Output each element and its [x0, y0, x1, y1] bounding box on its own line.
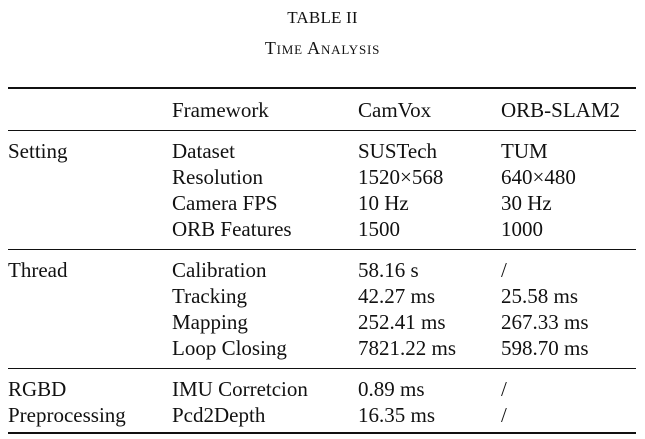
row-resolution-camvox: 1520×568 [358, 165, 444, 189]
row-pcd2depth-label: Pcd2Depth [172, 403, 266, 427]
group-label-preprocessing: Preprocessing [8, 403, 126, 427]
row-orb-features-label: ORB Features [172, 217, 292, 241]
row-imu-correction-orbslam2: / [501, 377, 507, 401]
row-calibration-label: Calibration [172, 258, 267, 282]
row-dataset-orbslam2: TUM [501, 139, 548, 163]
row-loop-closing-camvox: 7821.22 ms [358, 336, 457, 360]
group-label-thread: Thread [8, 258, 68, 282]
header-orbslam2: ORB-SLAM2 [501, 98, 621, 122]
row-mapping-label: Mapping [172, 310, 248, 334]
row-camera-fps-label: Camera FPS [172, 191, 278, 215]
row-imu-correction-label: IMU Corretcion [172, 377, 308, 401]
header-rule [8, 130, 636, 131]
row-camera-fps-orbslam2: 30 Hz [501, 191, 552, 215]
row-dataset-label: Dataset [172, 139, 235, 163]
row-mapping-camvox: 252.41 ms [358, 310, 446, 334]
row-camera-fps-camvox: 10 Hz [358, 191, 409, 215]
group-label-setting: Setting [8, 139, 68, 163]
row-pcd2depth-camvox: 16.35 ms [358, 403, 436, 427]
row-tracking-label: Tracking [172, 284, 248, 308]
header-framework: Framework [172, 98, 269, 122]
row-mapping-orbslam2: 267.33 ms [501, 310, 589, 334]
row-resolution-label: Resolution [172, 165, 264, 189]
row-calibration-orbslam2: / [501, 258, 507, 282]
row-orb-features-camvox: 1500 [358, 217, 400, 241]
row-resolution-orbslam2: 640×480 [501, 165, 576, 189]
row-dataset-camvox: SUSTech [358, 139, 438, 163]
row-pcd2depth-orbslam2: / [501, 403, 507, 427]
group-rule-1 [8, 249, 636, 250]
row-tracking-orbslam2: 25.58 ms [501, 284, 579, 308]
row-loop-closing-label: Loop Closing [172, 336, 287, 360]
group-rule-2 [8, 368, 636, 369]
row-tracking-camvox: 42.27 ms [358, 284, 436, 308]
table-caption-title: Time Analysis [264, 38, 381, 58]
row-loop-closing-orbslam2: 598.70 ms [501, 336, 589, 360]
header-camvox: CamVox [358, 98, 432, 122]
row-imu-correction-camvox: 0.89 ms [358, 377, 425, 401]
row-calibration-camvox: 58.16 s [358, 258, 419, 282]
row-orb-features-orbslam2: 1000 [501, 217, 543, 241]
bottom-rule [8, 432, 636, 434]
top-rule [8, 87, 636, 89]
table-caption-label: TABLE II [287, 8, 358, 27]
group-label-rgbd: RGBD [8, 377, 67, 401]
